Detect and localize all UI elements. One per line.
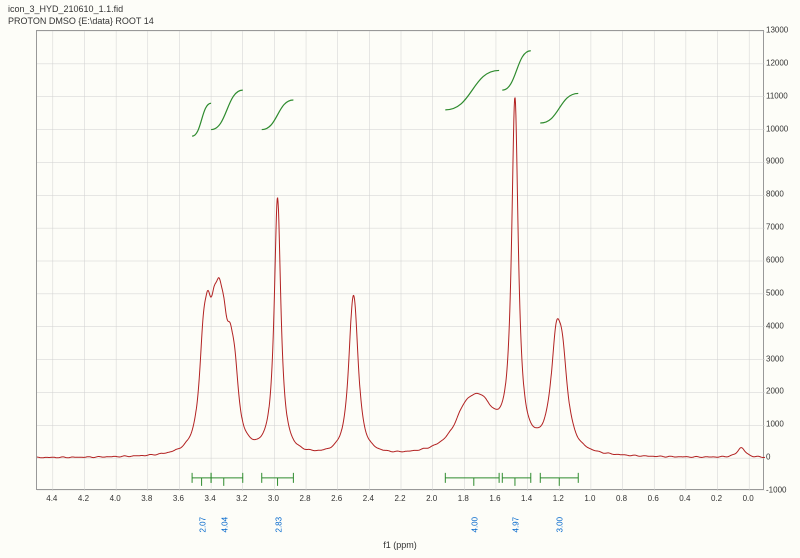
y-tick: 3000 bbox=[766, 354, 784, 363]
y-tick: 9000 bbox=[766, 157, 784, 166]
integration-value: 2.83 bbox=[274, 517, 283, 533]
x-tick: 4.2 bbox=[78, 494, 89, 503]
y-tick: 13000 bbox=[766, 26, 788, 35]
x-tick: 3.0 bbox=[268, 494, 279, 503]
y-tick: 7000 bbox=[766, 223, 784, 232]
x-tick: 3.4 bbox=[205, 494, 216, 503]
y-tick: 12000 bbox=[766, 58, 788, 67]
x-tick: 4.0 bbox=[110, 494, 121, 503]
y-tick: 6000 bbox=[766, 256, 784, 265]
x-tick: 2.0 bbox=[426, 494, 437, 503]
header-line1: icon_3_HYD_210610_1.1.fid bbox=[8, 4, 154, 16]
nmr-plot bbox=[36, 30, 764, 490]
x-tick: 0.8 bbox=[616, 494, 627, 503]
y-tick: 4000 bbox=[766, 321, 784, 330]
integration-value: 4.00 bbox=[470, 517, 479, 533]
integration-value: 4.04 bbox=[220, 517, 229, 533]
y-tick: 10000 bbox=[766, 124, 788, 133]
x-tick: 3.6 bbox=[173, 494, 184, 503]
x-tick: 3.2 bbox=[236, 494, 247, 503]
integration-value: 4.97 bbox=[511, 517, 520, 533]
header-line2: PROTON DMSO {E:\data} ROOT 14 bbox=[8, 16, 154, 28]
y-tick: 8000 bbox=[766, 190, 784, 199]
x-tick: 0.4 bbox=[679, 494, 690, 503]
x-tick: 1.6 bbox=[489, 494, 500, 503]
y-tick: 0 bbox=[766, 453, 770, 462]
x-tick: 1.2 bbox=[553, 494, 564, 503]
x-tick: 0.6 bbox=[648, 494, 659, 503]
x-tick: 2.4 bbox=[363, 494, 374, 503]
x-tick: 2.8 bbox=[299, 494, 310, 503]
x-axis-label: f1 (ppm) bbox=[383, 540, 417, 550]
x-tick: 2.6 bbox=[331, 494, 342, 503]
integration-value: 2.07 bbox=[198, 517, 207, 533]
integration-value: 3.00 bbox=[556, 517, 565, 533]
x-tick: 4.4 bbox=[46, 494, 57, 503]
x-tick: 0.2 bbox=[711, 494, 722, 503]
x-tick: 1.8 bbox=[458, 494, 469, 503]
x-tick: 0.0 bbox=[743, 494, 754, 503]
y-tick: -1000 bbox=[766, 486, 786, 495]
x-tick: 1.0 bbox=[584, 494, 595, 503]
y-tick: 11000 bbox=[766, 91, 788, 100]
y-tick: 2000 bbox=[766, 387, 784, 396]
x-tick: 2.2 bbox=[394, 494, 405, 503]
x-tick: 3.8 bbox=[141, 494, 152, 503]
y-tick: 5000 bbox=[766, 288, 784, 297]
y-tick: 1000 bbox=[766, 420, 784, 429]
x-tick: 1.4 bbox=[521, 494, 532, 503]
